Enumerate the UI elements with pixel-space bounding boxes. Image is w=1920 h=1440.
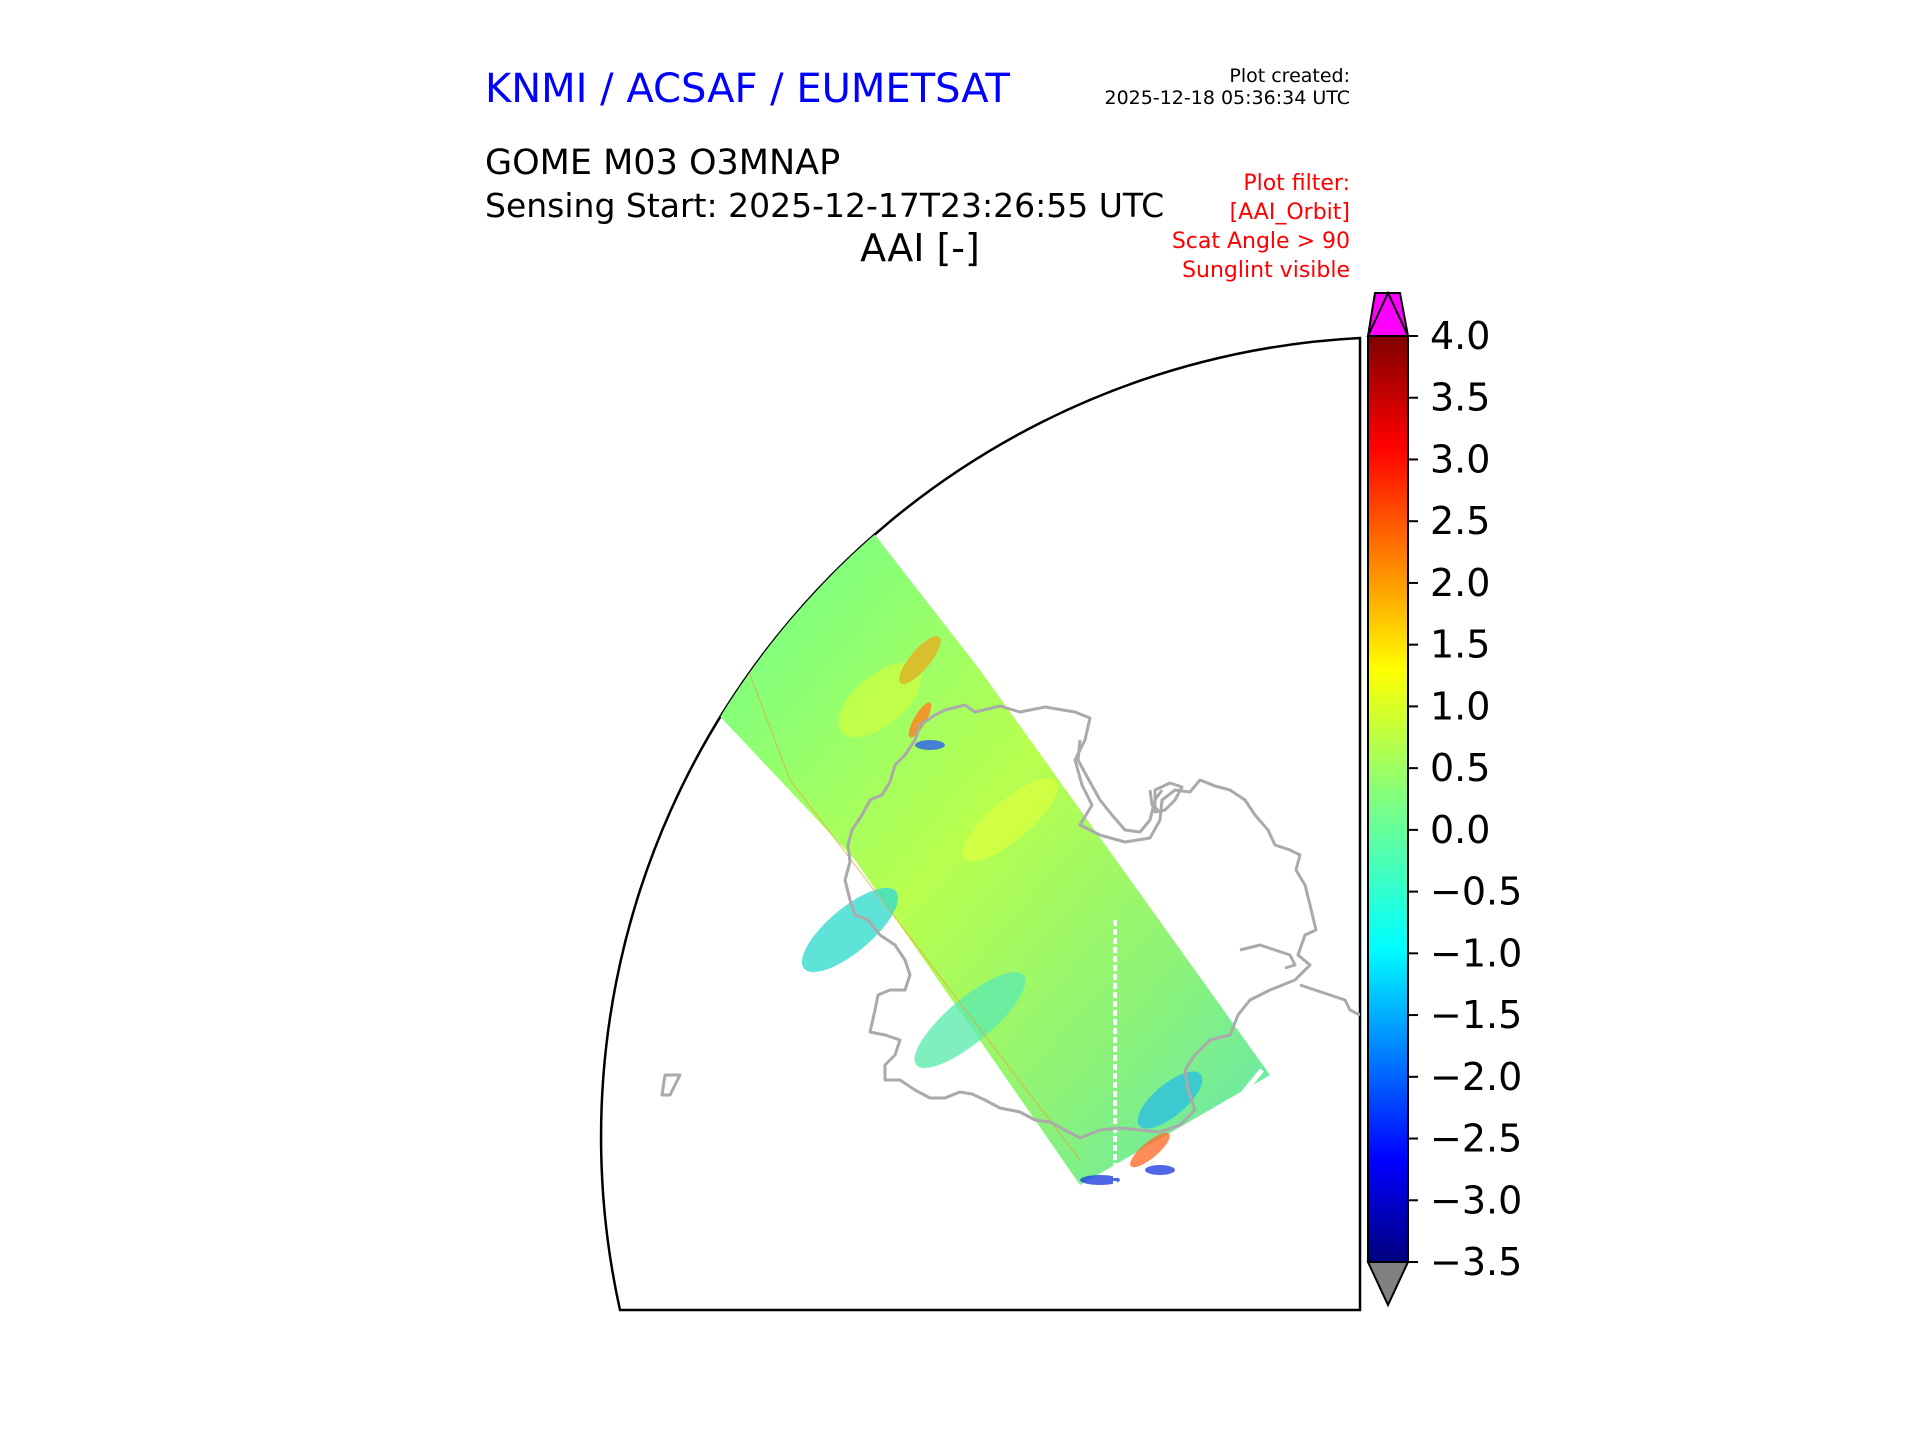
plot-created-label: Plot created: [1229,65,1350,87]
coastline-island [660,1073,682,1097]
product-title: GOME M03 O3MNAP [485,143,841,183]
colorbar-tick-label: 2.5 [1430,499,1490,543]
plot-created-info: Plot created: 2025-12-18 05:36:34 UTC [1080,65,1351,109]
colorbar-scale [1367,335,1409,1263]
organisation-title: KNMI / ACSAF / EUMETSAT [485,66,1010,112]
colorbar-tick-label: 1.5 [1430,623,1490,667]
colorbar-tick-label: −1.0 [1430,931,1522,975]
coastline-australia [739,403,820,450]
swath-gap [789,779,1081,1161]
plot-filter-title: Plot filter: [1243,171,1350,196]
coastline-south-sandwich [1299,983,1360,1017]
colorbar-under-arrow [1366,1261,1410,1308]
swath-gap [1178,1068,1264,1172]
colorbar-tick-label: −0.5 [1430,870,1522,914]
colorbar-ticks: 4.0 3.5 3.0 2.5 2.0 1.5 1.0 0.5 0.0 −0.5 −1.0 −1.5 −… [1408,314,1522,1284]
colorbar-over-arrow-tip [1366,290,1410,337]
plot-filter-line: Scat Angle > 90 [1171,229,1350,254]
colorbar-tick-label: 3.5 [1430,376,1490,420]
plot-filter-line: [AAI_Orbit] [1229,200,1350,225]
coastline-peninsula [1076,739,1164,834]
coastline-antarctica [843,703,1318,1140]
coastline-tasmania [740,410,761,431]
colorbar: 4.0 3.5 3.0 2.5 2.0 1.5 1.0 0.5 0.0 −0.5 −1.0 −1.5 −… [1366,290,1522,1308]
coastline-new-zealand [990,338,1067,417]
colorbar-tick-label: −3.5 [1430,1240,1522,1284]
colorbar-tick-label: 2.0 [1430,561,1490,605]
parameter-title: AAI [-] [860,226,980,270]
coastline-island-small [1153,781,1184,814]
plot-filter: Plot filter: [AAI_Orbit] Scat Angle > 90… [1050,169,1350,285]
colorbar-tick-label: −3.0 [1430,1178,1522,1222]
colorbar-tick-label: 1.0 [1430,684,1490,728]
colorbar-tick-label: 3.0 [1430,437,1490,481]
coastline-island-small [1148,789,1159,812]
coastline-new-zealand-north [1058,285,1105,320]
coastline-south-georgia [1239,943,1297,970]
sensing-start: Sensing Start: 2025-12-17T23:26:55 UTC [485,186,1165,225]
colorbar-tick-label: −2.0 [1430,1055,1522,1099]
colorbar-tick-label: −1.5 [1430,993,1522,1037]
plot-filter-line: Sunglint visible [1182,258,1350,283]
colorbar-tick-label: 0.5 [1430,746,1490,790]
colorbar-tick-label: −2.5 [1430,1117,1522,1161]
colorbar-tick-label: 4.0 [1430,314,1490,358]
plot-created-time: 2025-12-18 05:36:34 UTC [1104,87,1351,109]
colorbar-tick-label: 0.0 [1430,808,1490,852]
